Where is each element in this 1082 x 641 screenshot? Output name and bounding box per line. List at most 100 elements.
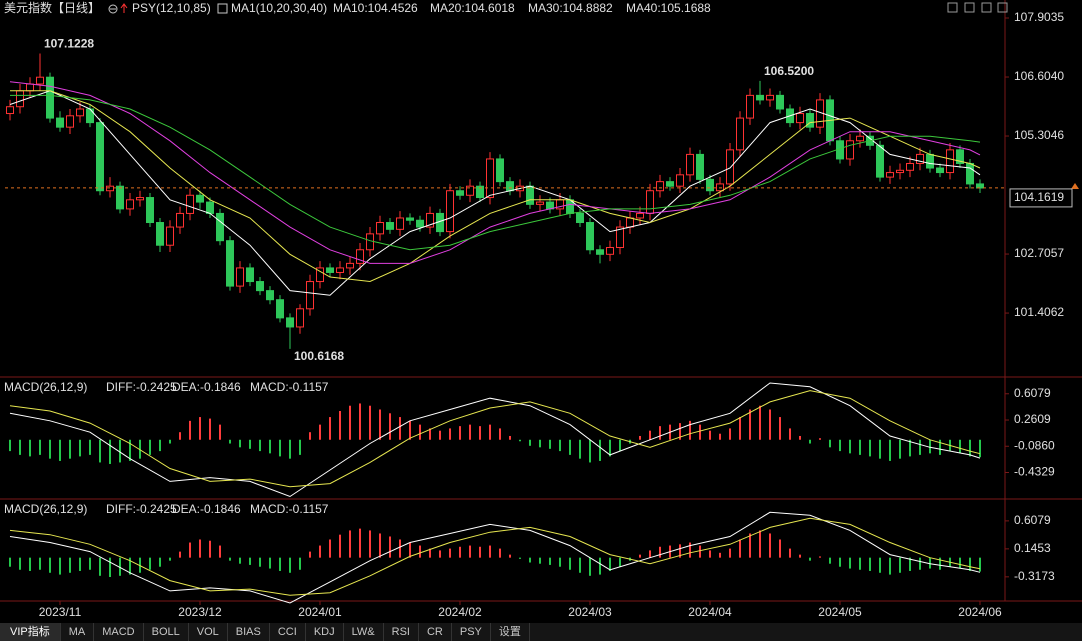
candle-body xyxy=(716,183,724,192)
tab[interactable]: CCI xyxy=(270,623,306,641)
candle-body xyxy=(616,226,624,248)
candle-body xyxy=(486,158,494,199)
candle-body xyxy=(326,267,334,273)
ma-line xyxy=(9,81,981,264)
candle-body xyxy=(806,113,814,128)
candle-body xyxy=(666,181,674,187)
candle-body xyxy=(126,199,134,210)
candle-body xyxy=(196,194,204,203)
candle-body xyxy=(736,117,744,151)
candle-body xyxy=(56,117,64,128)
candle-body xyxy=(496,158,504,183)
candle-body xyxy=(296,308,304,328)
candle-body xyxy=(586,222,594,251)
x-tick-label: 2023/11 xyxy=(39,605,82,619)
ma-line xyxy=(9,90,981,296)
candle-body xyxy=(406,217,414,221)
candle-body xyxy=(856,135,864,142)
x-tick-label: 2024/06 xyxy=(958,605,1002,619)
candle-body xyxy=(686,153,694,176)
candle-body xyxy=(646,190,654,214)
candle-body xyxy=(256,281,264,292)
candle-body xyxy=(766,94,774,101)
tab[interactable]: KDJ xyxy=(306,623,344,641)
y-tick-label: -0.0860 xyxy=(1014,438,1055,452)
candle-body xyxy=(596,249,604,255)
candle-body xyxy=(246,267,254,283)
candle-body xyxy=(746,94,754,119)
candle-body xyxy=(656,181,664,192)
indicator-tabs: VIP指标 MA MACD BOLL VOL BIAS CCI KDJ LW& RSI CR PSY 设… xyxy=(0,623,1082,641)
ma-line xyxy=(10,94,981,251)
tab[interactable]: RSI xyxy=(384,623,419,641)
candle-body xyxy=(846,140,854,160)
candle-body xyxy=(696,153,704,180)
candle-body xyxy=(166,226,174,246)
x-tick-label: 2024/01 xyxy=(298,605,342,619)
legend-entry: MA40:105.1688 xyxy=(626,1,711,15)
candle-body xyxy=(636,212,644,219)
candle-body xyxy=(216,212,224,242)
macd-line xyxy=(9,517,981,596)
y-tick-label: 106.6040 xyxy=(1014,69,1064,83)
y-tick-label: 0.2609 xyxy=(1014,412,1051,426)
macd-line xyxy=(9,382,981,498)
chart: 107.9035 106.6040 105.3046 102.7057 101.4062… xyxy=(0,0,1082,620)
chart-title: MACD(26,12,9) xyxy=(4,502,87,516)
tab[interactable]: LW& xyxy=(344,623,384,641)
window-control[interactable] xyxy=(997,2,1008,13)
y-tick-label: 107.9035 xyxy=(1014,10,1064,24)
legend-entry: MA10:104.4526 xyxy=(333,1,418,15)
candle-body xyxy=(976,183,984,189)
y-tick-label: -0.4329 xyxy=(1014,465,1055,479)
macd-line xyxy=(9,390,981,488)
candle-body xyxy=(956,149,964,164)
window-control[interactable] xyxy=(947,2,958,13)
candle-body xyxy=(416,219,424,228)
x-tick-label: 2024/04 xyxy=(688,605,732,619)
legend-entry: MACD:-0.1157 xyxy=(250,380,329,394)
legend-entry: DIFF:-0.2425 xyxy=(106,502,177,516)
tab[interactable]: BIAS xyxy=(228,623,270,641)
candle-body xyxy=(626,217,634,228)
candle-body xyxy=(376,222,384,235)
y-tick-label: -0.3173 xyxy=(1014,569,1055,583)
candle-body xyxy=(576,212,584,224)
window-controls xyxy=(947,2,1008,13)
tab[interactable]: 设置 xyxy=(491,623,530,641)
y-tick-label: 102.7057 xyxy=(1014,246,1064,260)
tab[interactable]: BOLL xyxy=(144,623,189,641)
ma-icon[interactable] xyxy=(217,3,228,14)
legend-entry: MA30:104.8882 xyxy=(528,1,613,15)
candle-body xyxy=(316,267,324,283)
tab[interactable]: MA xyxy=(61,623,95,641)
high-annotation: 107.1228 xyxy=(44,37,94,51)
window-control[interactable] xyxy=(981,2,992,13)
tab[interactable]: MACD xyxy=(94,623,144,641)
chart-title: MACD(26,12,9) xyxy=(4,380,87,394)
tab[interactable]: VOL xyxy=(189,623,228,641)
zoom-icon[interactable] xyxy=(108,4,118,14)
candle-body xyxy=(116,185,124,210)
candle-body xyxy=(886,172,894,178)
psy-icon xyxy=(120,3,128,13)
candle-body xyxy=(536,201,544,205)
candle-body xyxy=(6,106,14,115)
candle-body xyxy=(876,144,884,178)
candle-body xyxy=(526,185,534,205)
tab[interactable]: CR xyxy=(419,623,452,641)
candle-body xyxy=(266,290,274,301)
candle-body xyxy=(396,217,404,230)
tab[interactable]: VIP指标 xyxy=(0,623,61,641)
candle-body xyxy=(66,115,74,128)
candle-body xyxy=(726,149,734,185)
candle-body xyxy=(356,249,364,264)
x-tick-label: 2023/12 xyxy=(178,605,222,619)
candle-body xyxy=(226,240,234,287)
tab[interactable]: PSY xyxy=(452,623,491,641)
low-annotation: 100.6168 xyxy=(294,349,344,363)
y-tick-label: 0.6079 xyxy=(1014,386,1051,400)
candle-body xyxy=(896,169,904,174)
window-control[interactable] xyxy=(964,2,975,13)
candle-body xyxy=(456,190,464,196)
